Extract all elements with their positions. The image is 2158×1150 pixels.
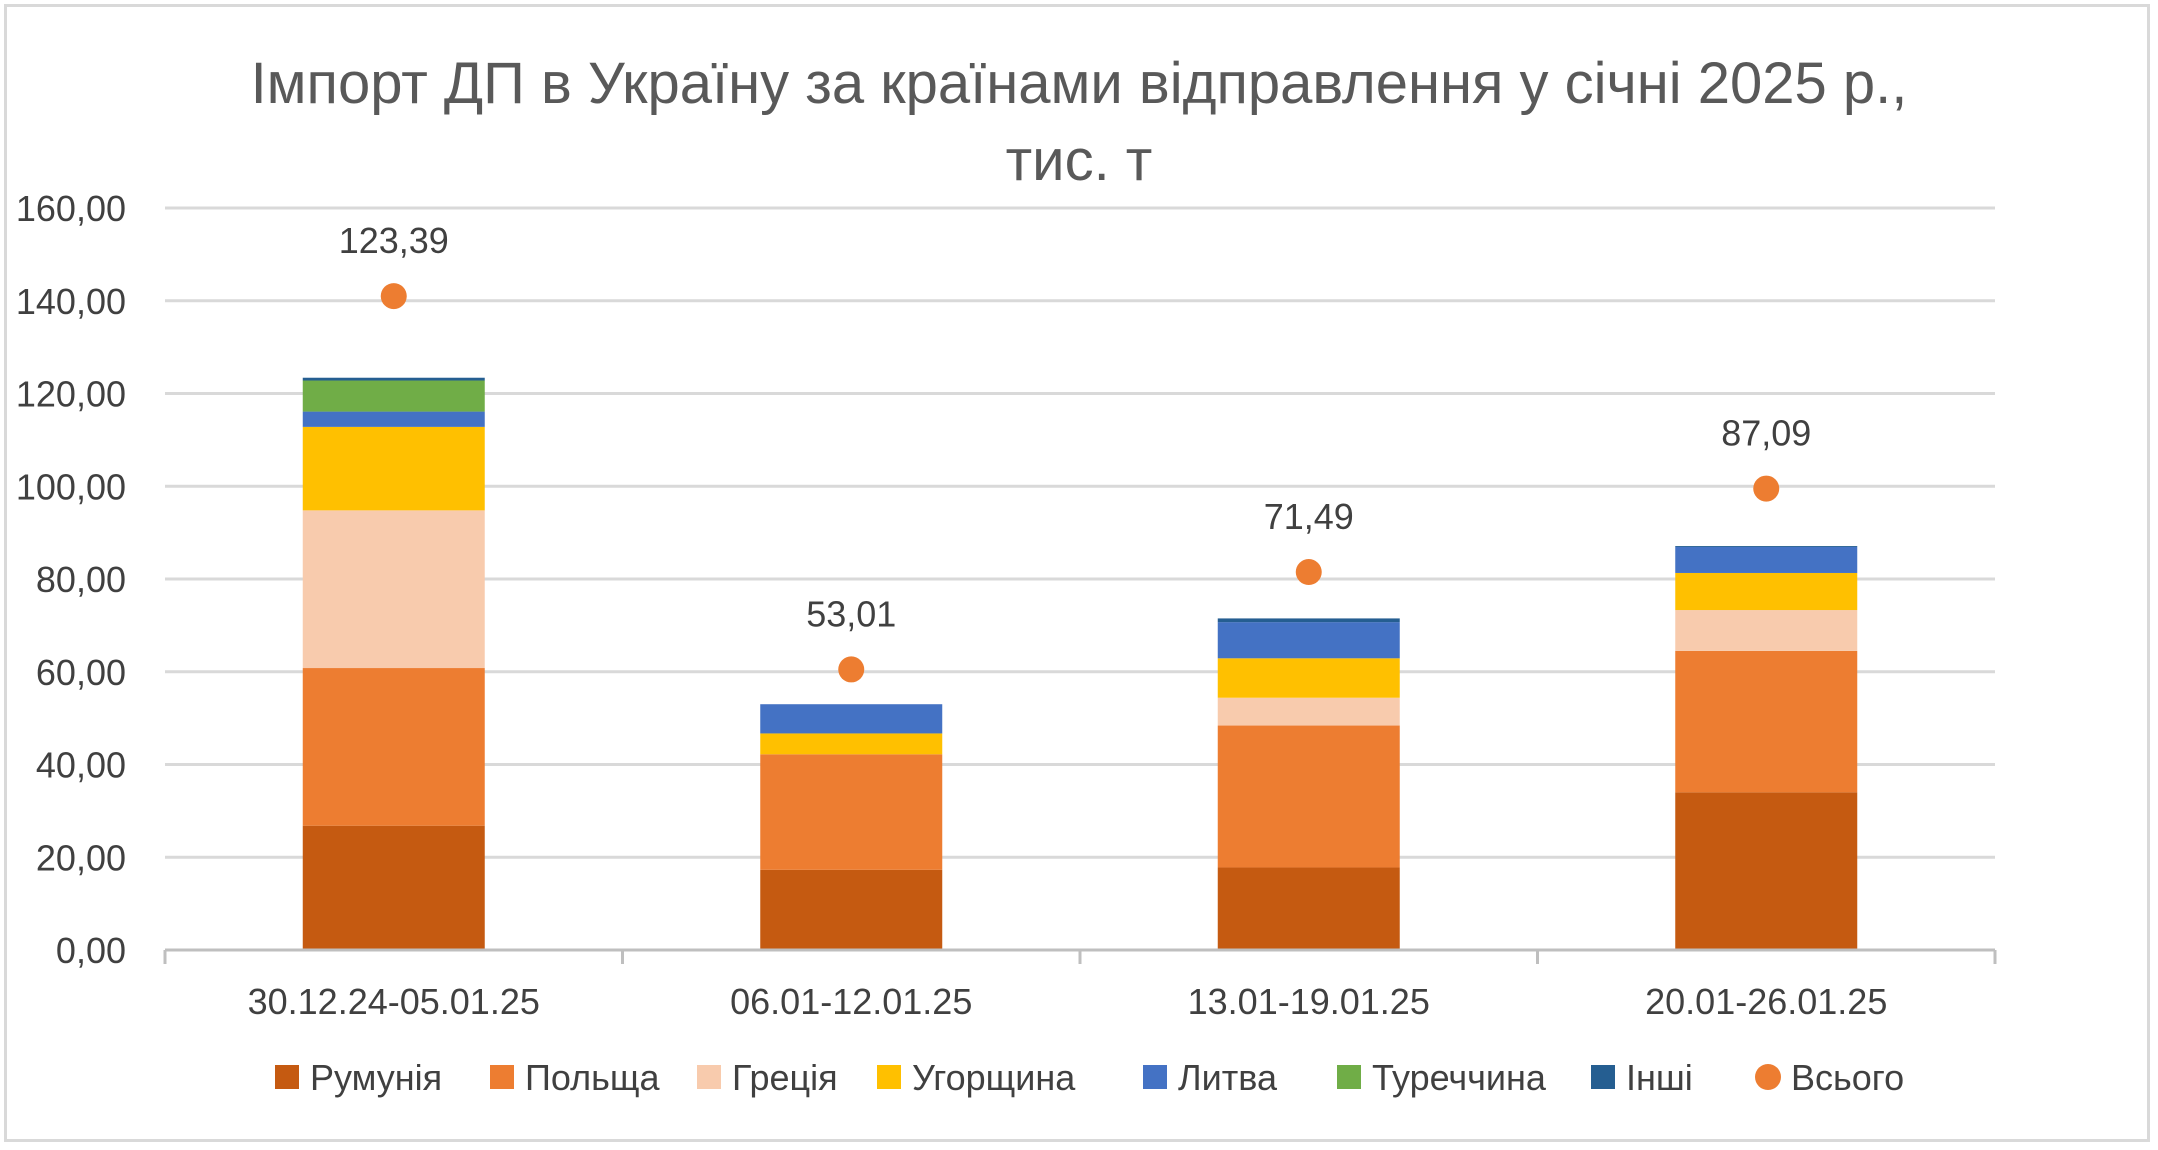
y-tick-label: 20,00 (36, 837, 126, 878)
bar-segment (1675, 610, 1858, 651)
legend-item: Румунія (275, 1057, 442, 1098)
bar-segment (1217, 697, 1400, 726)
total-data-label: 71,49 (1264, 496, 1354, 537)
legend-label: Інші (1626, 1057, 1693, 1098)
total-data-label: 53,01 (806, 593, 896, 634)
bar-segment (302, 510, 485, 669)
total-data-label: 87,09 (1721, 413, 1811, 454)
legend-swatch (275, 1065, 299, 1089)
legend-marker (1755, 1064, 1781, 1090)
legend-swatch (1143, 1065, 1167, 1089)
chart-title: Імпорт ДП в Україну за країнами відправл… (251, 51, 1908, 116)
x-category-label: 06.01-12.01.25 (730, 981, 972, 1022)
legend-label: Румунія (310, 1057, 442, 1098)
legend-item: Туреччина (1337, 1057, 1547, 1098)
y-tick-label: 160,00 (16, 188, 126, 229)
y-tick-label: 100,00 (16, 466, 126, 507)
legend-swatch (697, 1065, 721, 1089)
y-tick-label: 0,00 (56, 930, 126, 971)
legend-label: Польща (525, 1057, 660, 1098)
bar-segment (760, 733, 943, 755)
bars (302, 377, 1858, 950)
total-markers: 123,39 53,01 71,49 87,09 (339, 220, 1811, 683)
legend-item: Інші (1591, 1057, 1693, 1098)
legend-item: Угорщина (877, 1057, 1076, 1098)
chart-title-line2: тис. т (1006, 128, 1153, 193)
legend-label: Всього (1791, 1057, 1904, 1098)
bar-segment (1217, 658, 1400, 698)
bar-segment (1675, 547, 1858, 573)
legend-label: Туреччина (1372, 1057, 1547, 1098)
total-marker (1295, 559, 1322, 586)
bar-segment (760, 869, 943, 950)
bar-segment (1217, 618, 1400, 623)
bar-segment (760, 754, 943, 870)
legend-swatch (1591, 1065, 1615, 1089)
bar-segment (302, 825, 485, 950)
y-tick-label: 120,00 (16, 374, 126, 415)
legend-swatch (1337, 1065, 1361, 1089)
x-category-label: 20.01-26.01.25 (1645, 981, 1887, 1022)
bar-segment (302, 411, 485, 427)
chart-frame (4, 4, 2150, 1142)
bar-segment (760, 704, 943, 734)
total-data-label: 123,39 (339, 220, 449, 261)
total-marker (380, 283, 407, 310)
bar-segment (1675, 546, 1858, 548)
bar-segment (1675, 792, 1858, 950)
legend-item: Греція (697, 1057, 838, 1098)
bar-segment (1675, 572, 1858, 611)
bar-segment (1217, 622, 1400, 659)
legend-swatch (877, 1065, 901, 1089)
total-marker (838, 656, 865, 683)
y-axis-ticks: 0,00 20,00 40,00 60,00 80,00 100,00 120,00 140,… (16, 188, 126, 971)
bar-segment (302, 377, 485, 381)
legend-swatch (490, 1065, 514, 1089)
x-category-label: 30.12.24-05.01.25 (248, 981, 540, 1022)
legend-item: Польща (490, 1057, 660, 1098)
legend-item: Всього (1755, 1057, 1904, 1098)
bar-segment (1217, 867, 1400, 950)
bar-segment (302, 426, 485, 511)
legend-label: Литва (1178, 1057, 1278, 1098)
y-tick-label: 40,00 (36, 745, 126, 786)
y-tick-label: 80,00 (36, 559, 126, 600)
legend-label: Греція (732, 1057, 838, 1098)
bar-segment (302, 668, 485, 826)
legend-label: Угорщина (912, 1057, 1076, 1098)
x-axis: 30.12.24-05.01.25 06.01-12.01.25 13.01-19.… (163, 948, 1997, 1022)
bar-segment (302, 380, 485, 412)
total-marker (1753, 475, 1780, 502)
bar-segment (1217, 725, 1400, 868)
y-tick-label: 140,00 (16, 281, 126, 322)
legend-item: Литва (1143, 1057, 1278, 1098)
y-tick-label: 60,00 (36, 652, 126, 693)
legend: Румунія Польща Греція Угорщина Литва Туреччин… (275, 1057, 1904, 1098)
x-category-label: 13.01-19.01.25 (1188, 981, 1430, 1022)
bar-segment (1675, 650, 1858, 793)
